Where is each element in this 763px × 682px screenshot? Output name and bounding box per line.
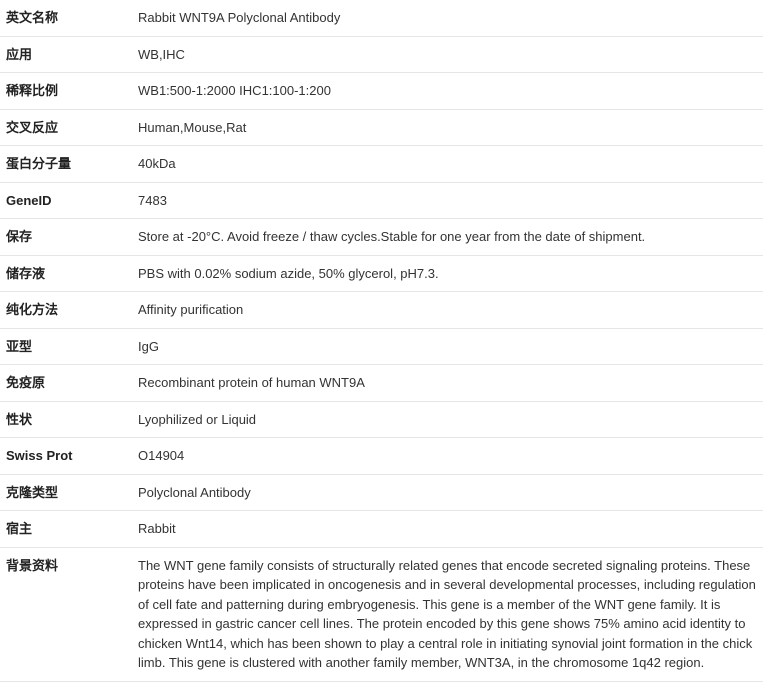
row-value: Lyophilized or Liquid	[132, 401, 763, 438]
row-value: PBS with 0.02% sodium azide, 50% glycero…	[132, 255, 763, 292]
row-value: WB1:500-1:2000 IHC1:100-1:200	[132, 73, 763, 110]
table-row: 背景资料The WNT gene family consists of stru…	[0, 547, 763, 681]
row-label: 稀释比例	[0, 73, 132, 110]
table-row: 交叉反应Human,Mouse,Rat	[0, 109, 763, 146]
table-row: GeneID7483	[0, 182, 763, 219]
row-label: 克隆类型	[0, 474, 132, 511]
row-value: 40kDa	[132, 146, 763, 183]
row-label: Swiss Prot	[0, 438, 132, 475]
table-row: 英文名称Rabbit WNT9A Polyclonal Antibody	[0, 0, 763, 36]
row-label: 背景资料	[0, 547, 132, 681]
row-value: Human,Mouse,Rat	[132, 109, 763, 146]
row-value: O14904	[132, 438, 763, 475]
row-label: 免疫原	[0, 365, 132, 402]
row-label: 性状	[0, 401, 132, 438]
table-row: 性状Lyophilized or Liquid	[0, 401, 763, 438]
table-row: 亚型IgG	[0, 328, 763, 365]
row-value: Rabbit	[132, 511, 763, 548]
row-label: 保存	[0, 219, 132, 256]
table-row: 应用WB,IHC	[0, 36, 763, 73]
row-value: Store at -20°C. Avoid freeze / thaw cycl…	[132, 219, 763, 256]
spec-table: 英文名称Rabbit WNT9A Polyclonal Antibody应用WB…	[0, 0, 763, 682]
row-value: Recombinant protein of human WNT9A	[132, 365, 763, 402]
row-value: IgG	[132, 328, 763, 365]
table-row: 宿主Rabbit	[0, 511, 763, 548]
row-label: GeneID	[0, 182, 132, 219]
row-value: Polyclonal Antibody	[132, 474, 763, 511]
table-row: Swiss ProtO14904	[0, 438, 763, 475]
row-value: Affinity purification	[132, 292, 763, 329]
table-row: 保存Store at -20°C. Avoid freeze / thaw cy…	[0, 219, 763, 256]
row-label: 宿主	[0, 511, 132, 548]
row-label: 英文名称	[0, 0, 132, 36]
row-value: 7483	[132, 182, 763, 219]
row-label: 蛋白分子量	[0, 146, 132, 183]
table-row: 纯化方法Affinity purification	[0, 292, 763, 329]
table-row: 蛋白分子量40kDa	[0, 146, 763, 183]
row-value: WB,IHC	[132, 36, 763, 73]
table-row: 克隆类型Polyclonal Antibody	[0, 474, 763, 511]
row-value: The WNT gene family consists of structur…	[132, 547, 763, 681]
row-label: 应用	[0, 36, 132, 73]
row-label: 亚型	[0, 328, 132, 365]
table-row: 稀释比例WB1:500-1:2000 IHC1:100-1:200	[0, 73, 763, 110]
row-label: 纯化方法	[0, 292, 132, 329]
row-label: 交叉反应	[0, 109, 132, 146]
table-row: 免疫原Recombinant protein of human WNT9A	[0, 365, 763, 402]
spec-table-body: 英文名称Rabbit WNT9A Polyclonal Antibody应用WB…	[0, 0, 763, 681]
table-row: 储存液PBS with 0.02% sodium azide, 50% glyc…	[0, 255, 763, 292]
row-label: 储存液	[0, 255, 132, 292]
row-value: Rabbit WNT9A Polyclonal Antibody	[132, 0, 763, 36]
